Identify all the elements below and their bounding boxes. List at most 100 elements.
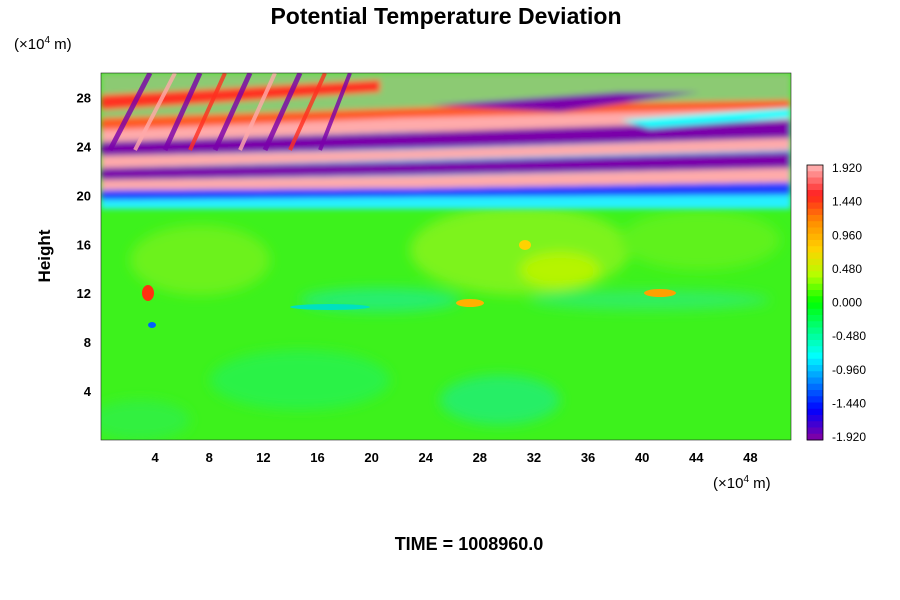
y-axis-label: Height: [35, 229, 54, 282]
band: [101, 152, 790, 180]
band: [430, 92, 700, 112]
svg-text:(×104 m): (×104 m): [14, 35, 72, 53]
field-patch: [101, 400, 190, 440]
colorbar-segment: [807, 402, 823, 410]
time-footer: TIME = 1008960.0: [395, 534, 544, 554]
colorbar-segment: [807, 315, 823, 322]
colorbar-segment: [807, 421, 823, 428]
y-axis-unit: (×104 m): [14, 35, 72, 53]
colorbar-segment: [807, 265, 823, 272]
colorbar-segment: [807, 165, 823, 172]
colorbar-label: 1.920: [832, 161, 862, 175]
colorbar-segment: [807, 240, 823, 247]
colorbar-segment: [807, 371, 823, 378]
colorbar-label: -1.920: [832, 430, 866, 444]
band: [101, 120, 790, 156]
y-tick-label: 20: [77, 188, 91, 203]
x-tick-label: 4: [152, 450, 160, 465]
colorbar-segment: [807, 196, 823, 203]
colorbar-segment: [807, 183, 823, 191]
colorbar-segment: [807, 271, 823, 278]
colorbar-segment: [807, 408, 823, 416]
colorbar-segment: [807, 383, 823, 391]
x-tick-labels: 4 8 12 16 20 24 28 32 36 40 44 48: [152, 450, 758, 465]
x-unit-suffix: m): [749, 475, 771, 492]
plot-frame: [100, 72, 792, 441]
colorbar-label: 0.480: [832, 262, 862, 276]
stratosphere-bands: [101, 73, 791, 209]
colorbar-segment: [807, 171, 823, 178]
y-unit-exponent: 4: [44, 35, 50, 46]
colorbar-segment: [807, 258, 823, 266]
colorbar-segment: [807, 352, 823, 360]
colorbar-segment: [807, 246, 823, 253]
colorbar-segment: [807, 221, 823, 228]
colorbar-label: 0.000: [832, 296, 862, 310]
colorbar-segment: [807, 377, 823, 385]
band: [101, 182, 790, 200]
colorbar-label: -0.480: [832, 329, 866, 343]
colorbar-segment: [807, 290, 823, 297]
y-tick-label: 28: [77, 90, 91, 105]
tropopause-features: [142, 240, 676, 328]
field-patch: [620, 210, 780, 270]
colorbar-segment: [807, 327, 823, 335]
colorbar-segment: [807, 308, 823, 316]
x-unit-prefix: (×10: [713, 475, 743, 492]
colorbar-segment: [807, 321, 823, 328]
colorbar-segment: [807, 277, 823, 285]
y-tick-label: 4: [84, 384, 92, 399]
cold-anomaly: [290, 304, 370, 310]
colorbar-segment: [807, 227, 823, 235]
heatmap-field: [101, 73, 791, 440]
svg-text:(×104 m): (×104 m): [713, 474, 771, 492]
x-unit-exponent: 4: [743, 474, 749, 485]
colorbar-label: 1.440: [832, 195, 862, 209]
field-patch: [530, 290, 770, 310]
x-tick-label: 12: [256, 450, 270, 465]
x-tick-label: 20: [364, 450, 378, 465]
y-tick-labels: 4 8 12 16 20 24 28: [77, 90, 92, 399]
troposphere-texture: [101, 205, 780, 440]
colorbar-label: -0.960: [832, 363, 866, 377]
y-unit-suffix: m): [50, 36, 72, 53]
field-patch: [520, 252, 600, 288]
colorbar-segment: [807, 252, 823, 260]
colorbar-segment: [807, 427, 823, 435]
x-tick-label: 28: [473, 450, 487, 465]
warm-anomaly: [519, 240, 531, 250]
y-unit-prefix: (×10: [14, 36, 44, 53]
x-tick-label: 24: [418, 450, 433, 465]
x-tick-label: 8: [206, 450, 213, 465]
field-patch: [130, 225, 270, 295]
y-tick-label: 8: [84, 335, 91, 350]
field-patch: [210, 350, 390, 410]
colorbar-segment: [807, 433, 823, 441]
colorbar: [806, 164, 824, 441]
band: [101, 138, 790, 168]
colorbar-segment: [807, 208, 823, 216]
field-patch: [440, 375, 560, 425]
colorbar-segment: [807, 358, 823, 366]
warm-anomaly: [142, 285, 154, 301]
x-tick-label: 40: [635, 450, 649, 465]
x-tick-label: 32: [527, 450, 541, 465]
colorbar-segment: [807, 333, 823, 341]
colorbar-segment: [807, 346, 823, 353]
colorbar-label: 0.960: [832, 228, 862, 242]
colorbar-segment: [807, 390, 823, 397]
warm-anomaly: [456, 299, 484, 307]
x-tick-label: 44: [689, 450, 704, 465]
band: [620, 108, 790, 128]
y-tick-label: 24: [77, 139, 92, 154]
colorbar-segment: [807, 202, 823, 210]
warm-anomaly: [644, 289, 676, 297]
colorbar-segment: [807, 302, 823, 310]
colorbar-segment: [807, 365, 823, 372]
x-tick-label: 16: [310, 450, 324, 465]
x-tick-label: 48: [743, 450, 757, 465]
band: [101, 195, 791, 209]
x-axis-unit: (×104 m): [713, 474, 771, 492]
colorbar-frame: [806, 164, 824, 441]
